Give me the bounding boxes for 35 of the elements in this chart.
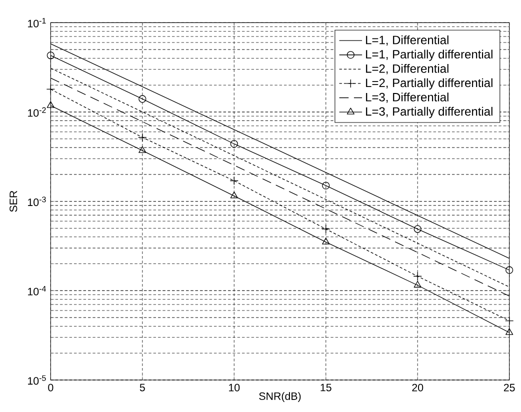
point — [230, 176, 238, 186]
legend-label: L=1, Differential — [366, 35, 448, 46]
legend-label: L=2, Partially differential — [366, 78, 492, 90]
x-axis-title: SNR(dB) — [259, 392, 301, 402]
legend-label: L=1, Partially differential — [366, 50, 492, 61]
point — [138, 95, 146, 103]
point — [322, 238, 330, 244]
y-tick-label: 10$^{-4}$ — [28, 286, 46, 296]
x-tick-label: 20 — [412, 384, 424, 392]
legend-label: L=3, Differential — [366, 92, 448, 103]
y-tick-label: 10$^{-3}$ — [28, 196, 46, 206]
point — [138, 146, 146, 153]
x-tick-label: 10 — [229, 384, 240, 392]
y-tick-label: 10$^{-2}$ — [28, 107, 46, 117]
x-tick-label: 5 — [140, 384, 145, 392]
legend-label: L=2, Differential — [366, 64, 448, 74]
x-tick-label: 0 — [48, 384, 54, 392]
point — [322, 182, 330, 190]
x-tick-label: 25 — [504, 384, 515, 392]
y-tick-label: 10$^{-5}$ — [28, 375, 46, 385]
x-tick-label: 15 — [320, 384, 332, 392]
y-tick-label: 10$^{-1}$ — [28, 18, 46, 28]
y-axis-title: SER — [10, 190, 18, 212]
point — [504, 316, 514, 326]
point — [46, 84, 56, 94]
point — [322, 224, 330, 234]
point — [46, 101, 54, 108]
point — [506, 328, 514, 335]
point — [138, 133, 147, 142]
legend-label: L=3, Partially differential — [366, 106, 492, 118]
point — [230, 140, 238, 148]
point — [46, 52, 54, 60]
point — [414, 225, 422, 233]
point — [230, 192, 238, 198]
point — [506, 266, 514, 274]
